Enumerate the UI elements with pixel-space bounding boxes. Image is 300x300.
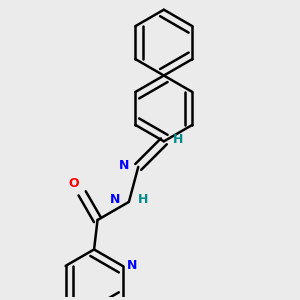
Text: O: O bbox=[69, 177, 80, 190]
Text: N: N bbox=[110, 193, 120, 206]
Text: H: H bbox=[172, 133, 183, 146]
Text: H: H bbox=[138, 193, 148, 206]
Text: N: N bbox=[119, 159, 130, 172]
Text: N: N bbox=[127, 260, 137, 272]
